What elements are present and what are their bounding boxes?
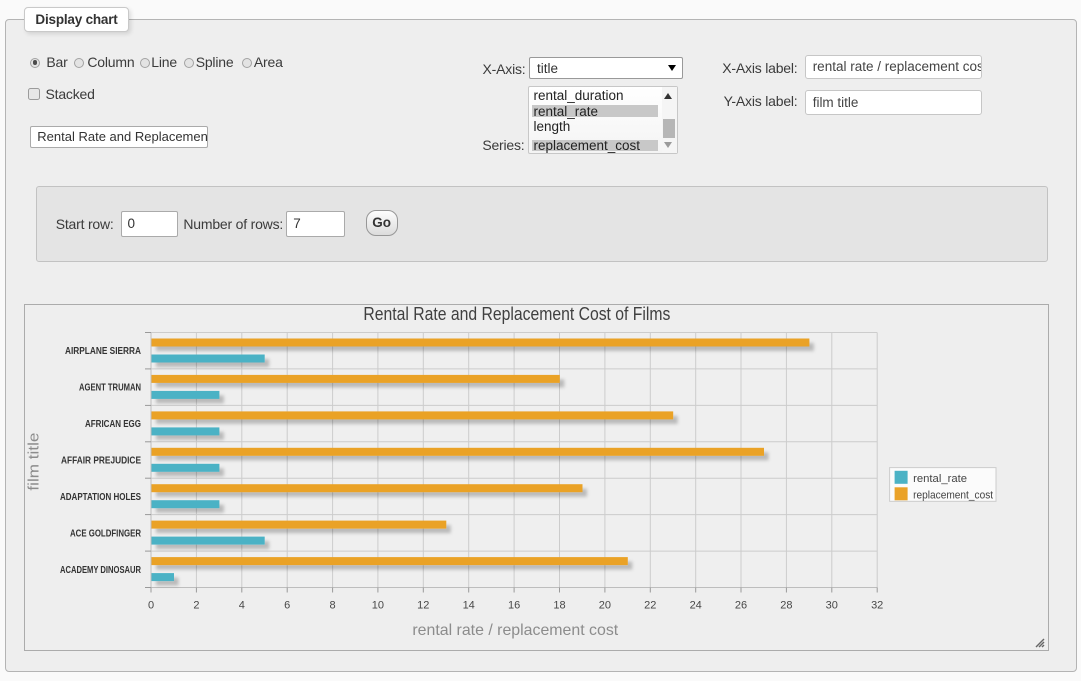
- svg-text:rental rate / replacement cost: rental rate / replacement cost: [412, 622, 618, 639]
- svg-text:12: 12: [417, 600, 429, 612]
- svg-text:24: 24: [690, 600, 702, 612]
- svg-text:AGENT TRUMAN: AGENT TRUMAN: [79, 383, 141, 394]
- svg-text:6: 6: [284, 600, 290, 612]
- svg-text:film title: film title: [25, 433, 42, 491]
- svg-text:ACADEMY DINOSAUR: ACADEMY DINOSAUR: [60, 565, 142, 576]
- svg-text:8: 8: [330, 600, 336, 612]
- svg-text:20: 20: [599, 600, 611, 612]
- svg-text:ACE GOLDFINGER: ACE GOLDFINGER: [70, 528, 142, 539]
- svg-text:AFFAIR PREJUDICE: AFFAIR PREJUDICE: [61, 456, 141, 467]
- svg-text:18: 18: [553, 600, 565, 612]
- svg-text:AIRPLANE SIERRA: AIRPLANE SIERRA: [65, 346, 141, 357]
- svg-text:replacement_cost: replacement_cost: [913, 490, 993, 502]
- svg-text:22: 22: [644, 600, 656, 612]
- svg-text:AFRICAN EGG: AFRICAN EGG: [85, 419, 141, 430]
- svg-text:32: 32: [871, 600, 883, 612]
- svg-text:26: 26: [735, 600, 747, 612]
- svg-text:28: 28: [780, 600, 792, 612]
- svg-text:16: 16: [508, 600, 520, 612]
- svg-text:14: 14: [463, 600, 475, 612]
- svg-text:4: 4: [239, 600, 245, 612]
- svg-text:rental_rate: rental_rate: [913, 473, 967, 485]
- svg-text:30: 30: [826, 600, 838, 612]
- svg-text:10: 10: [372, 600, 384, 612]
- svg-text:0: 0: [148, 600, 154, 612]
- svg-text:ADAPTATION HOLES: ADAPTATION HOLES: [60, 492, 141, 503]
- svg-text:2: 2: [193, 600, 199, 612]
- svg-text:Rental Rate and Replacement Co: Rental Rate and Replacement Cost of Film…: [363, 305, 670, 324]
